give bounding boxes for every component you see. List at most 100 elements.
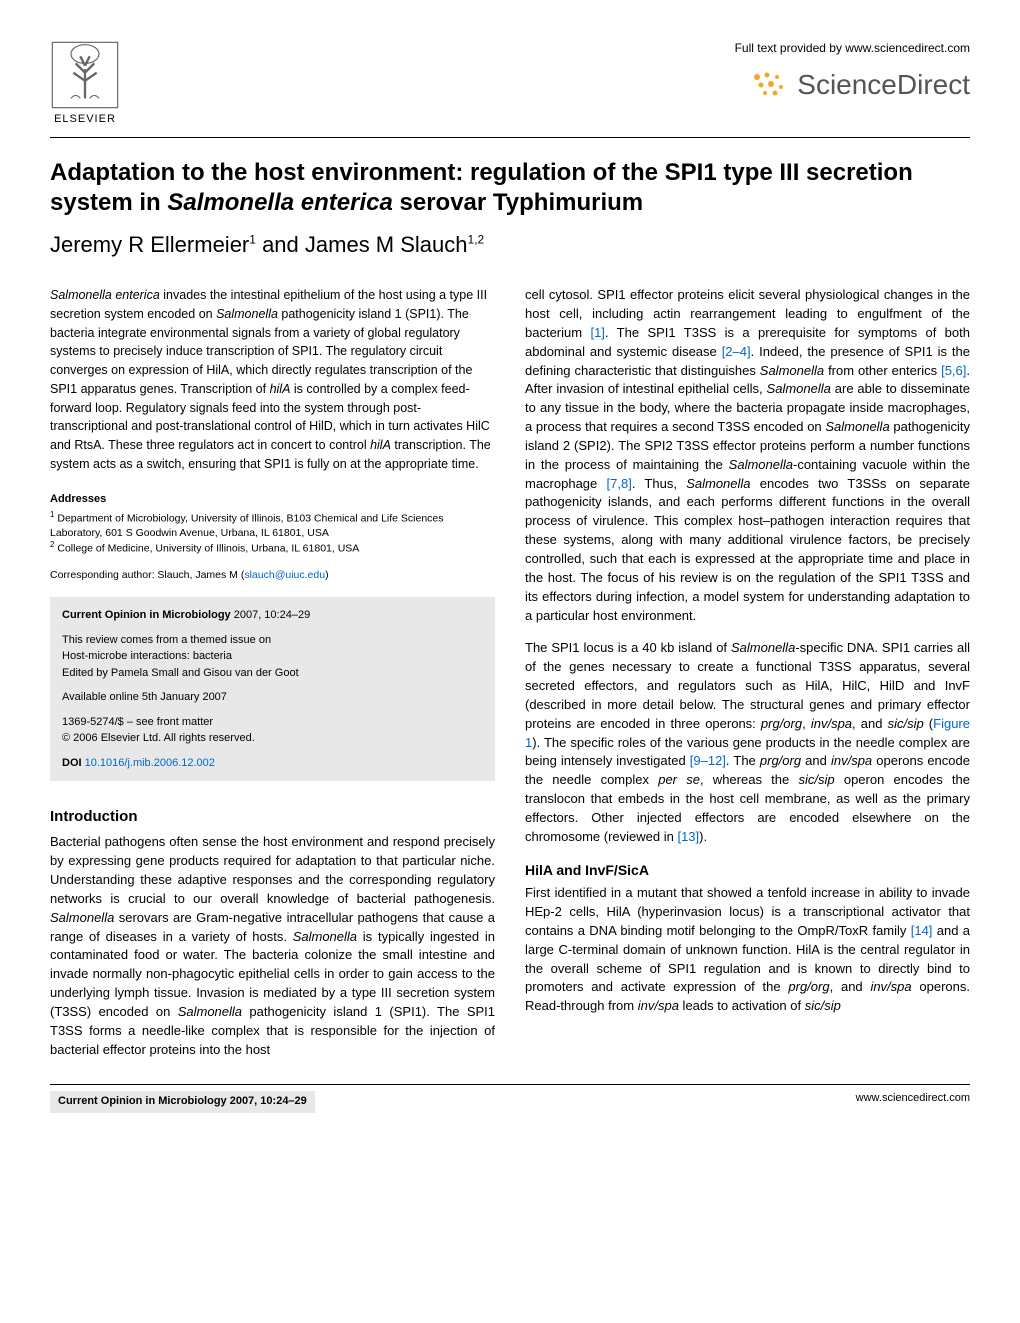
right-column: cell cytosol. SPI1 effector proteins eli… (525, 286, 970, 1059)
intro-i1: Salmonella (50, 910, 114, 925)
col2-para-1: cell cytosol. SPI1 effector proteins eli… (525, 286, 970, 625)
corresponding-email-link[interactable]: slauch@uiuc.edu (244, 569, 325, 581)
themed-2: Host-microbe interactions: bacteria (62, 650, 232, 662)
elsevier-logo: ELSEVIER (50, 40, 120, 127)
sciencedirect-block: Full text provided by www.sciencedirect.… (735, 40, 970, 104)
title-part-3: serovar Typhimurium (393, 189, 643, 216)
c2i15: inv/spa (870, 979, 911, 994)
fulltext-provider: Full text provided by www.sciencedirect.… (735, 40, 970, 57)
ref-13[interactable]: [13] (677, 829, 699, 844)
issn: 1369-5274/$ – see front matter (62, 716, 213, 728)
author-1: Jeremy R Ellermeier (50, 232, 249, 257)
c2i12: per se (658, 772, 700, 787)
journal-year-pages: 2007, 10:24–29 (231, 609, 311, 621)
author-2: James M Slauch (305, 232, 468, 257)
doi-label: DOI (62, 757, 85, 769)
ref-14[interactable]: [14] (911, 923, 933, 938)
abstract-i3: hilA (270, 382, 291, 396)
c2p2d: , and (852, 716, 888, 731)
doi-link[interactable]: 10.1016/j.mib.2006.12.002 (85, 757, 215, 769)
c2i5: Salmonella (686, 476, 750, 491)
infobox-doi: DOI 10.1016/j.mib.2006.12.002 (62, 755, 483, 772)
elsevier-label: ELSEVIER (54, 112, 116, 127)
infobox-themed: This review comes from a themed issue on… (62, 632, 483, 682)
infobox-issn-copyright: 1369-5274/$ – see front matter © 2006 El… (62, 714, 483, 747)
c2p3e: leads to activation of (679, 998, 805, 1013)
sciencedirect-text: ScienceDirect (797, 65, 970, 104)
intro-i2: Salmonella (293, 929, 357, 944)
title-italic: Salmonella enterica (167, 189, 392, 216)
c2i17: sic/sip (805, 998, 841, 1013)
article-title: Adaptation to the host environment: regu… (50, 158, 970, 218)
c2i14: prg/org (788, 979, 829, 994)
author-1-affil: 1 (249, 233, 256, 247)
left-column: Salmonella enterica invades the intestin… (50, 286, 495, 1059)
col2-para-3: First identified in a mutant that showed… (525, 884, 970, 1016)
ref-9-12[interactable]: [9–12] (690, 753, 726, 768)
addresses-heading: Addresses (50, 492, 495, 507)
intro-i3: Salmonella (178, 1004, 242, 1019)
page-header: ELSEVIER Full text provided by www.scien… (50, 40, 970, 138)
two-column-layout: Salmonella enterica invades the intestin… (50, 286, 970, 1059)
c2i11: inv/spa (831, 753, 872, 768)
hila-invf-heading: HilA and InvF/SicA (525, 861, 970, 881)
c2i9: sic/sip (888, 716, 924, 731)
ref-1[interactable]: [1] (590, 325, 604, 340)
c2i8: inv/spa (811, 716, 852, 731)
ref-2-4[interactable]: [2–4] (722, 344, 751, 359)
corresponding-label: Corresponding author: Slauch, James M ( (50, 569, 244, 581)
c2p3c: , and (830, 979, 871, 994)
c2p3a: First identified in a mutant that showed… (525, 885, 970, 938)
ref-5-6[interactable]: [5,6] (941, 363, 966, 378)
infobox-journal: Current Opinion in Microbiology 2007, 10… (62, 607, 483, 624)
article-info-box: Current Opinion in Microbiology 2007, 10… (50, 597, 495, 781)
abstract-i4: hilA (370, 438, 391, 452)
col2-para-2: The SPI1 locus is a 40 kb island of Salm… (525, 639, 970, 846)
addr-1: Department of Microbiology, University o… (50, 513, 444, 539)
c2p2e: ( (924, 716, 933, 731)
c2i7: prg/org (761, 716, 802, 731)
c2p2h: and (801, 753, 831, 768)
c2i1: Salmonella (760, 363, 824, 378)
c2p1d: from other enterics (824, 363, 941, 378)
addresses: 1 Department of Microbiology, University… (50, 510, 495, 556)
c2i2: Salmonella (767, 381, 831, 396)
c2i16: inv/spa (638, 998, 679, 1013)
themed-1: This review comes from a themed issue on (62, 634, 271, 646)
elsevier-tree-icon (50, 40, 120, 110)
abstract-i1: Salmonella enterica (50, 288, 160, 302)
introduction-heading: Introduction (50, 806, 495, 827)
c2i6: Salmonella (731, 640, 795, 655)
c2p2l: ). (699, 829, 707, 844)
c2i10: prg/org (760, 753, 801, 768)
footer-citation: Current Opinion in Microbiology 2007, 10… (50, 1091, 315, 1112)
c2p2c: , (802, 716, 811, 731)
c2p1j: encodes two T3SSs on separate pathogenic… (525, 476, 970, 623)
intro-p1a: Bacterial pathogens often sense the host… (50, 834, 495, 906)
copyright: © 2006 Elsevier Ltd. All rights reserved… (62, 732, 255, 744)
sciencedirect-logo: ScienceDirect (735, 65, 970, 104)
abstract: Salmonella enterica invades the intestin… (50, 286, 495, 474)
sciencedirect-dots-icon (749, 69, 789, 99)
footer-url: www.sciencedirect.com (856, 1091, 970, 1112)
c2p2g: . The (726, 753, 760, 768)
c2p2a: The SPI1 locus is a 40 kb island of (525, 640, 731, 655)
c2i4: Salmonella (729, 457, 793, 472)
corresponding-close: ) (325, 569, 329, 581)
addr-2: College of Medicine, University of Illin… (54, 542, 359, 554)
themed-edited: Edited by Pamela Small and Gisou van der… (62, 667, 299, 679)
authors-and: and (256, 232, 305, 257)
introduction-body: Bacterial pathogens often sense the host… (50, 833, 495, 1059)
journal-name: Current Opinion in Microbiology (62, 609, 231, 621)
corresponding-author: Corresponding author: Slauch, James M (s… (50, 568, 495, 583)
c2p2j: , whereas the (700, 772, 799, 787)
c2i3: Salmonella (825, 419, 889, 434)
c2i13: sic/sip (798, 772, 834, 787)
authors: Jeremy R Ellermeier1 and James M Slauch1… (50, 230, 970, 261)
c2p1i: . Thus, (632, 476, 686, 491)
infobox-online: Available online 5th January 2007 (62, 689, 483, 706)
ref-7-8[interactable]: [7,8] (607, 476, 632, 491)
abstract-i2: Salmonella (216, 307, 278, 321)
page-footer: Current Opinion in Microbiology 2007, 10… (50, 1084, 970, 1112)
author-2-affil: 1,2 (468, 233, 485, 247)
